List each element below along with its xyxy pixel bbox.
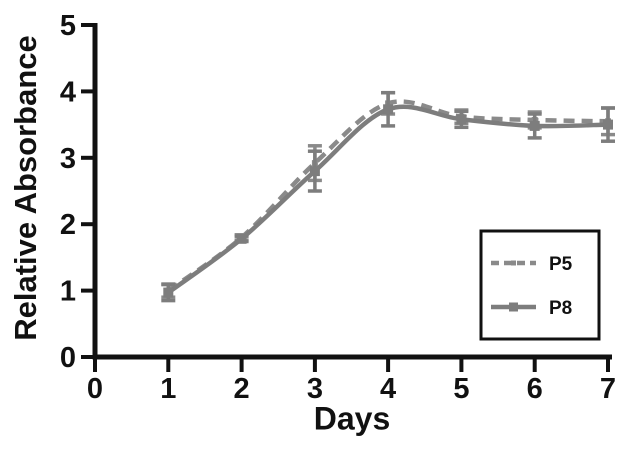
legend-label: P8 — [549, 298, 572, 319]
data-point-marker — [163, 287, 174, 298]
legend-marker — [509, 302, 518, 312]
x-tick-label: 6 — [527, 373, 543, 405]
y-tick-label: 3 — [60, 143, 76, 175]
x-tick-label: 4 — [380, 373, 396, 405]
data-point-marker — [603, 119, 613, 130]
x-tick-label: 3 — [307, 373, 323, 405]
y-tick-label: 4 — [60, 76, 76, 108]
y-tick-label: 2 — [60, 209, 76, 241]
x-tick-label: 5 — [453, 373, 469, 405]
legend-box — [479, 229, 601, 341]
legend-label: P5 — [549, 254, 573, 275]
x-tick-label: 2 — [234, 373, 250, 405]
y-tick-label: 1 — [60, 276, 76, 308]
y-tick-label: 0 — [60, 342, 76, 374]
legend-marker — [511, 260, 516, 266]
data-point-marker — [383, 104, 394, 115]
data-point-marker — [529, 120, 540, 131]
x-tick-label: 1 — [160, 373, 176, 405]
x-tick-label: 0 — [87, 373, 103, 405]
data-point-marker — [456, 114, 467, 125]
x-axis-label: Days — [313, 400, 391, 437]
y-tick-label: 5 — [60, 10, 76, 42]
data-point-marker — [309, 166, 320, 177]
y-axis-label: Relative Absorbance — [8, 35, 43, 341]
x-tick-label: 7 — [600, 373, 616, 405]
data-point-marker — [236, 233, 247, 244]
